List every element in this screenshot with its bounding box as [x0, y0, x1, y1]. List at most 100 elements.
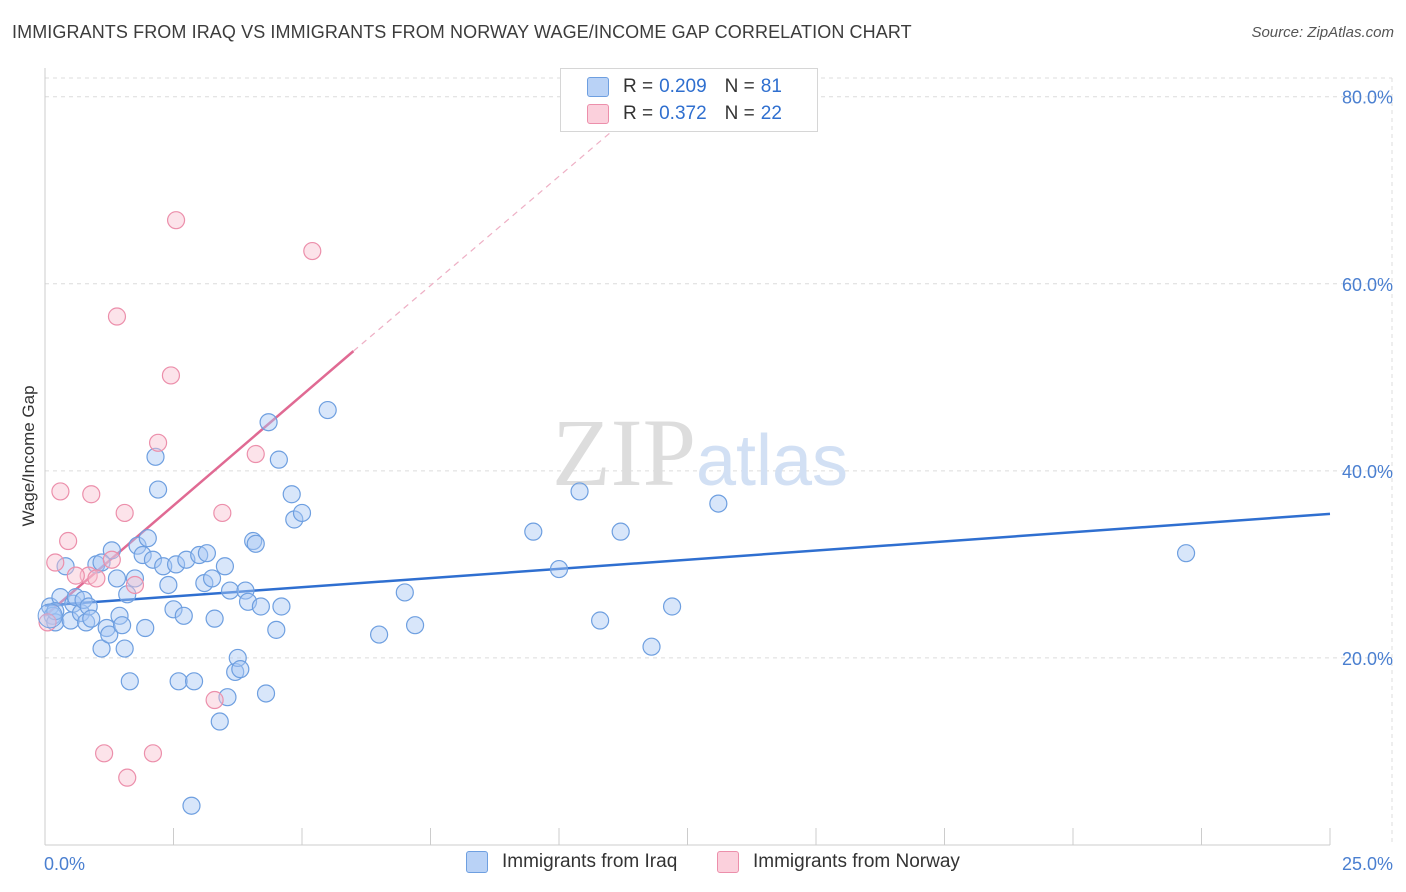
iraq-point: [272, 597, 291, 616]
iraq-point: [244, 531, 263, 551]
y-tick-label: 20.0%: [1342, 649, 1393, 669]
norway-point: [148, 433, 168, 452]
iraq-point: [107, 569, 127, 588]
norway-point: [87, 569, 106, 588]
y-tick-label: 40.0%: [1342, 462, 1393, 482]
iraq-point: [228, 648, 247, 668]
norway-point: [51, 482, 70, 501]
norway-point: [115, 503, 134, 523]
legend-r-value: 0.209: [659, 76, 707, 97]
iraq-point: [709, 494, 728, 513]
iraq-trend-line: [44, 512, 1331, 607]
iraq-point: [143, 550, 163, 569]
legend-n-value: 81: [760, 76, 782, 97]
iraq-point: [1176, 544, 1196, 563]
legend-label-norway: Immigrants from Norway: [753, 851, 960, 872]
iraq-point: [148, 480, 168, 499]
iraq-point: [125, 569, 145, 588]
legend-n-label: N =: [724, 103, 755, 124]
iraq-point: [269, 450, 288, 469]
iraq-point: [118, 585, 137, 604]
legend-swatch-norway: [587, 104, 609, 124]
watermark-zip: ZIP: [552, 399, 696, 506]
iraq-point: [570, 482, 589, 501]
norway-point: [38, 613, 57, 632]
watermark-atlas: atlas: [696, 421, 848, 501]
iraq-point: [164, 600, 183, 619]
iraq-point: [138, 529, 157, 548]
chart-title: IMMIGRANTS FROM IRAQ VS IMMIGRANTS FROM …: [12, 22, 912, 42]
iraq-point: [318, 400, 337, 420]
norway-point: [59, 531, 78, 551]
legend-row-iraq: R = 0.209 N = 81: [587, 75, 782, 99]
iraq-point: [549, 559, 569, 579]
legend-r-label: R =: [623, 76, 654, 97]
iraq-point: [405, 616, 425, 635]
iraq-point: [159, 575, 178, 595]
iraq-point: [100, 625, 119, 644]
norway-point: [246, 444, 265, 464]
iraq-point: [251, 597, 270, 616]
legend-swatch-iraq: [587, 77, 609, 97]
legend-row-norway: R = 0.372 N = 22: [587, 102, 782, 126]
legend-r-label: R =: [623, 103, 654, 124]
trend-lines: [44, 110, 1331, 617]
data-points: [37, 211, 1196, 815]
norway-point: [125, 575, 145, 595]
iraq-point: [56, 557, 75, 576]
iraq-point: [166, 555, 186, 574]
norway-point: [303, 241, 322, 261]
norway-point: [82, 485, 101, 504]
iraq-point: [136, 618, 155, 638]
norway-point: [213, 503, 232, 523]
x-tick-label: 25.0%: [1342, 854, 1393, 874]
iraq-point: [282, 485, 301, 504]
norway-point: [102, 550, 121, 569]
iraq-point: [205, 609, 224, 628]
legend-n-value: 22: [760, 103, 782, 124]
iraq-point: [256, 684, 276, 703]
axes: [44, 68, 1331, 846]
norway-point: [66, 566, 85, 585]
iraq-point: [524, 522, 543, 541]
iraq-point: [128, 536, 147, 555]
legend-item-norway: Immigrants from Norway: [717, 851, 960, 873]
iraq-point: [395, 583, 414, 602]
x-tick-label: 0.0%: [44, 854, 85, 874]
iraq-point: [174, 606, 193, 625]
iraq-point: [120, 672, 139, 691]
iraq-point: [197, 544, 217, 563]
iraq-point: [662, 597, 682, 616]
iraq-point: [112, 616, 132, 635]
norway-point: [205, 690, 224, 710]
iraq-point: [642, 637, 661, 656]
iraq-point: [611, 522, 630, 541]
watermark: ZIPatlas: [552, 399, 848, 506]
iraq-point: [591, 611, 610, 630]
iraq-point: [37, 603, 63, 629]
iraq-point: [259, 413, 278, 432]
iraq-point: [182, 796, 201, 815]
norway-trend-extension: [353, 110, 637, 352]
iraq-point: [292, 503, 312, 523]
norway-point: [161, 366, 181, 385]
iraq-point: [146, 447, 165, 466]
iraq-point: [210, 712, 229, 731]
iraq-point: [220, 581, 240, 600]
legend-r-value: 0.372: [659, 103, 707, 124]
legend-item-iraq: Immigrants from Iraq: [466, 851, 677, 873]
tick-labels: 20.0% 40.0% 60.0% 80.0% 0.0% 25.0%: [44, 88, 1393, 874]
iraq-point: [215, 557, 234, 576]
iraq-point: [184, 672, 204, 691]
y-tick-label: 80.0%: [1342, 88, 1393, 108]
norway-point: [143, 744, 163, 763]
source-credit: Source: ZipAtlas.com: [1251, 24, 1394, 41]
legend-swatch-norway: [717, 851, 739, 873]
legend-label-iraq: Immigrants from Iraq: [502, 851, 678, 872]
iraq-point: [246, 534, 265, 553]
iraq-point: [370, 625, 389, 644]
iraq-point: [133, 545, 152, 565]
iraq-point: [231, 660, 250, 679]
norway-point: [95, 744, 114, 763]
